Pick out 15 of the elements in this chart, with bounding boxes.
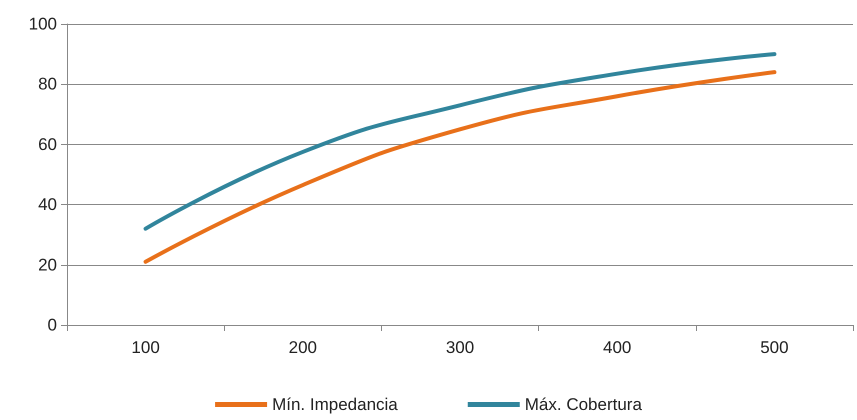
x-tick-label: 400	[603, 338, 632, 357]
legend-label: Máx. Cobertura	[524, 395, 642, 414]
y-tick-label: 60	[38, 134, 57, 154]
y-tick-label: 0	[48, 316, 57, 334]
x-tick-label: 300	[446, 338, 474, 357]
line-series	[144, 52, 776, 231]
y-tick-label: 20	[38, 255, 57, 274]
x-tick-label: 100	[131, 338, 160, 357]
x-tick-label: 500	[760, 338, 789, 357]
legend-label: Mín. Impedancia	[272, 395, 398, 414]
y-tick-label: 100	[28, 14, 57, 34]
y-tick-label: 80	[38, 74, 57, 94]
line-series	[144, 70, 776, 264]
x-tick-label: 200	[288, 338, 317, 357]
y-tick-label: 40	[38, 195, 57, 214]
